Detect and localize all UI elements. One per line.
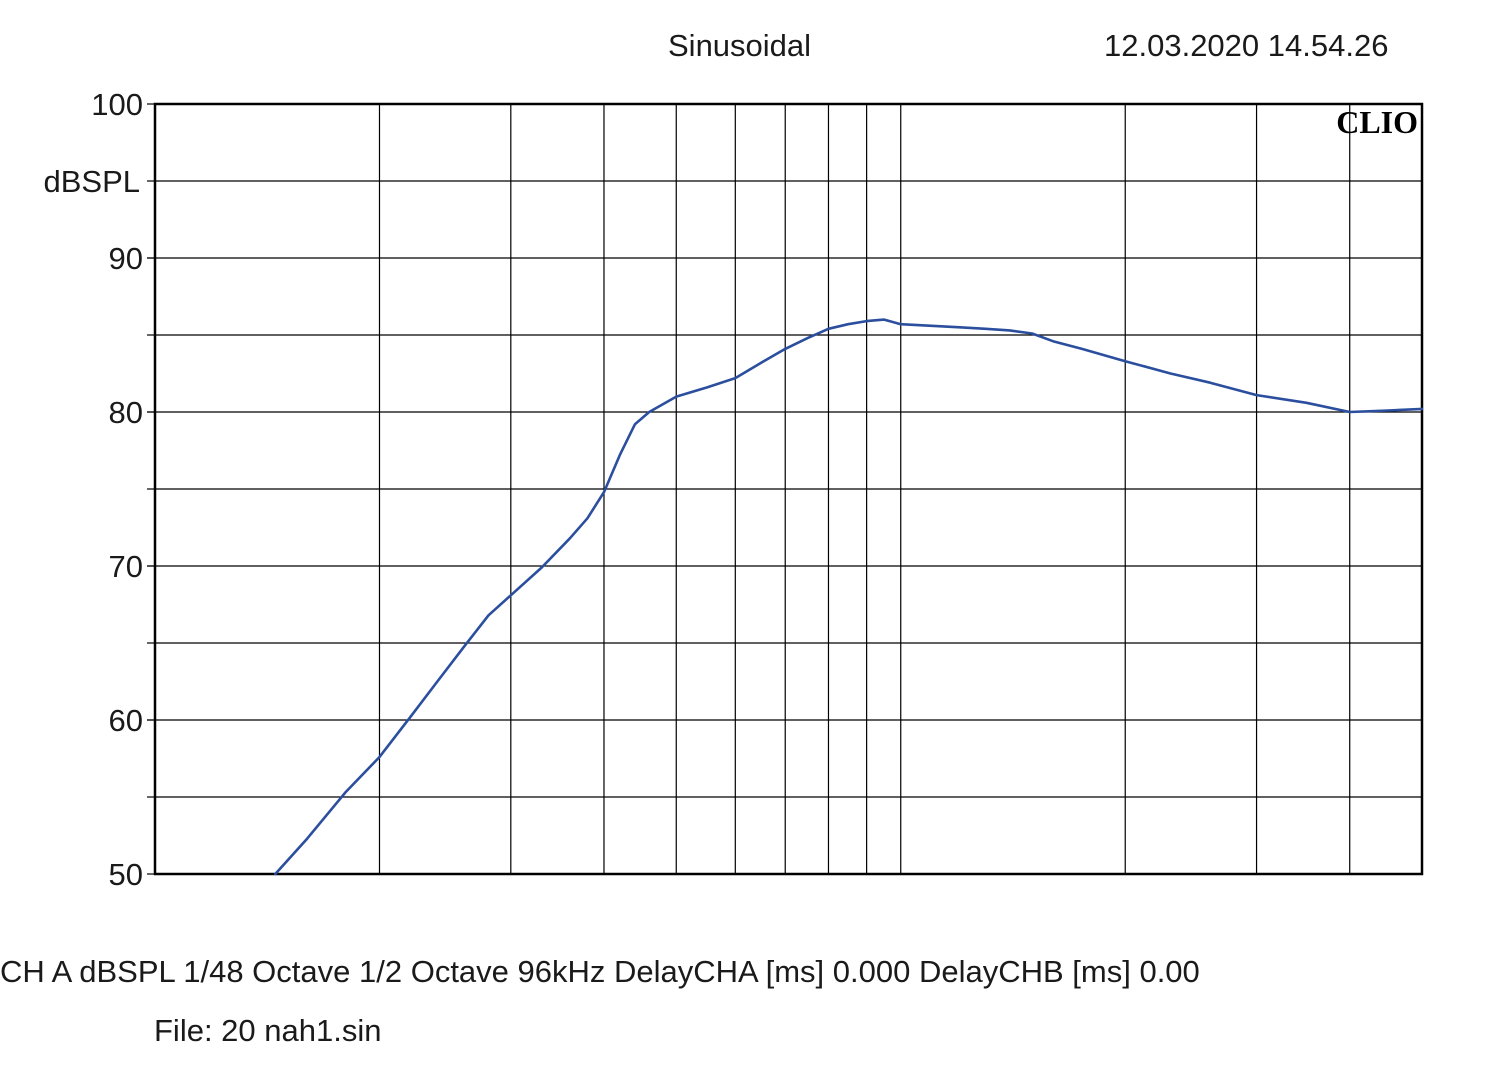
x-tick-label: 50 — [659, 895, 693, 900]
file-name: File: 20 nah1.sin — [154, 1013, 382, 1048]
clio-logo: CLIO — [1336, 104, 1418, 140]
chart-title: Sinusoidal — [668, 28, 812, 63]
frequency-response-chart: CLIO 10 20 50 100 200 500 Hz 100 90 80 70 60 50 dBSP… — [43, 87, 1448, 900]
grid-layer — [147, 103, 1422, 875]
y-tick-label: 60 — [109, 703, 143, 738]
y-tick-label: 80 — [109, 395, 143, 430]
y-axis-label: dBSPL — [43, 164, 140, 199]
response-curve — [274, 318, 1424, 876]
plot-frame — [153, 102, 1424, 876]
y-tick-label: 90 — [109, 241, 143, 276]
x-tick-label: 500 — [1396, 895, 1448, 900]
x-tick-label: 100 — [875, 895, 927, 900]
x-tick-label: 20 — [362, 895, 396, 900]
tick-label-layer: 10 20 50 100 200 500 Hz 100 90 80 70 60 50 — [91, 87, 1448, 900]
y-tick-label: 50 — [109, 857, 143, 892]
x-tick-label: 10 — [138, 895, 172, 900]
x-tick-label: 200 — [1099, 895, 1151, 900]
y-tick-label: 70 — [109, 549, 143, 584]
measurement-timestamp: 12.03.2020 14.54.26 — [1104, 28, 1389, 63]
y-tick-label: 100 — [91, 87, 143, 122]
measurement-settings: CH A dBSPL 1/48 Octave 1/2 Octave 96kHz … — [0, 954, 1200, 989]
x-axis-unit-label: Hz — [1297, 895, 1335, 900]
